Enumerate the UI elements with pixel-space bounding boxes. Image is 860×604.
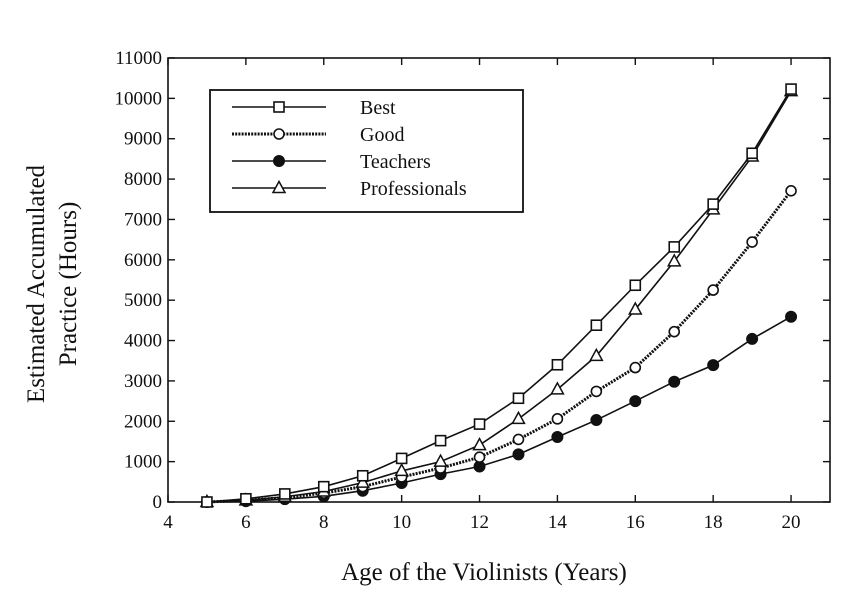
legend-box [209,89,524,213]
legend-label-teachers: Teachers [360,151,431,173]
data-point-professionals [511,410,526,425]
y-tick-label: 7000 [124,209,162,230]
data-point-good [746,236,758,248]
data-point-teachers [746,332,759,345]
data-point-best [785,83,797,95]
data-point-best [395,452,408,465]
x-tick-label: 6 [241,512,251,533]
x-tick-label: 4 [163,512,173,533]
data-point-good [629,361,642,374]
y-tick-label: 0 [153,492,163,513]
legend-label-professionals: Professionals [360,178,467,200]
data-point-best [201,496,213,508]
data-point-best [551,358,564,371]
series-line-professionals [206,90,792,503]
data-point-good [707,284,719,296]
series-line-best [206,88,792,503]
x-tick-label: 20 [782,512,801,533]
data-point-good [512,433,525,446]
data-point-good [551,413,564,425]
data-point-good [473,451,486,463]
data-point-teachers [785,310,798,323]
data-point-best [512,392,525,405]
series-line-good [206,189,793,504]
y-tick-label: 8000 [124,169,162,190]
data-point-best [746,147,758,160]
x-tick-label: 18 [704,512,723,533]
data-point-teachers [512,448,525,461]
series-best [201,83,797,508]
data-point-professionals [433,453,448,467]
legend-marker-professionals [271,179,287,194]
y-axis-title-line2: Practice (Hours) [55,202,82,367]
data-point-professionals [394,462,409,477]
series-layer [199,83,799,508]
x-tick-label: 16 [626,512,645,533]
data-point-professionals [589,347,604,362]
y-tick-label: 1000 [124,452,162,473]
data-point-good [590,385,603,398]
x-tick-label: 8 [319,512,329,533]
data-point-best [317,480,330,493]
y-tick-label: 6000 [124,250,162,271]
series-teachers [200,310,798,508]
y-tick-label: 2000 [124,411,162,432]
data-point-teachers [668,375,681,388]
data-point-best [473,418,486,430]
data-point-best [434,434,447,447]
x-tick-label: 12 [470,512,489,533]
data-point-professionals [666,253,682,267]
data-point-teachers [707,359,720,372]
legend: Best Good Teachers Professionals [209,89,524,213]
legend-label-best: Best [360,97,396,119]
series-line-teachers [206,316,792,503]
x-tick-label: 14 [548,512,568,533]
data-point-teachers [551,431,564,444]
x-axis-title: Age of the Violinists (Years) [341,559,627,586]
data-point-professionals [628,301,643,315]
data-point-best [279,488,291,500]
data-point-best [629,279,642,292]
data-point-teachers [629,395,642,408]
y-tick-label: 11000 [115,48,162,69]
data-point-best [668,241,681,253]
y-tick-label: 3000 [124,371,162,392]
data-point-best [590,319,603,332]
plot-frame [167,57,831,503]
legend-marker-teachers [273,155,285,167]
x-tick-label: 10 [392,512,411,533]
y-axis-title-line1: Estimated Accumulated [23,164,50,403]
y-tick-label: 4000 [124,331,162,352]
y-tick-label: 9000 [124,129,162,150]
series-good [201,184,797,508]
axes-layer: 0 1000 2000 3000 4000 5000 6000 7000 8000 9000 100… [115,48,831,533]
data-point-good [785,184,797,197]
data-point-good [668,325,681,338]
data-point-professionals [550,381,565,395]
legend-marker-best [273,101,285,113]
y-tick-label: 10000 [115,88,163,109]
legend-marker-good [273,128,285,140]
data-point-best [707,198,719,210]
data-point-best [356,469,369,482]
data-point-teachers [590,414,603,427]
data-point-best [240,492,252,505]
legend-label-good: Good [360,124,404,146]
data-point-professionals [472,437,487,451]
y-tick-label: 5000 [124,290,162,311]
data-point-professionals [355,474,370,488]
